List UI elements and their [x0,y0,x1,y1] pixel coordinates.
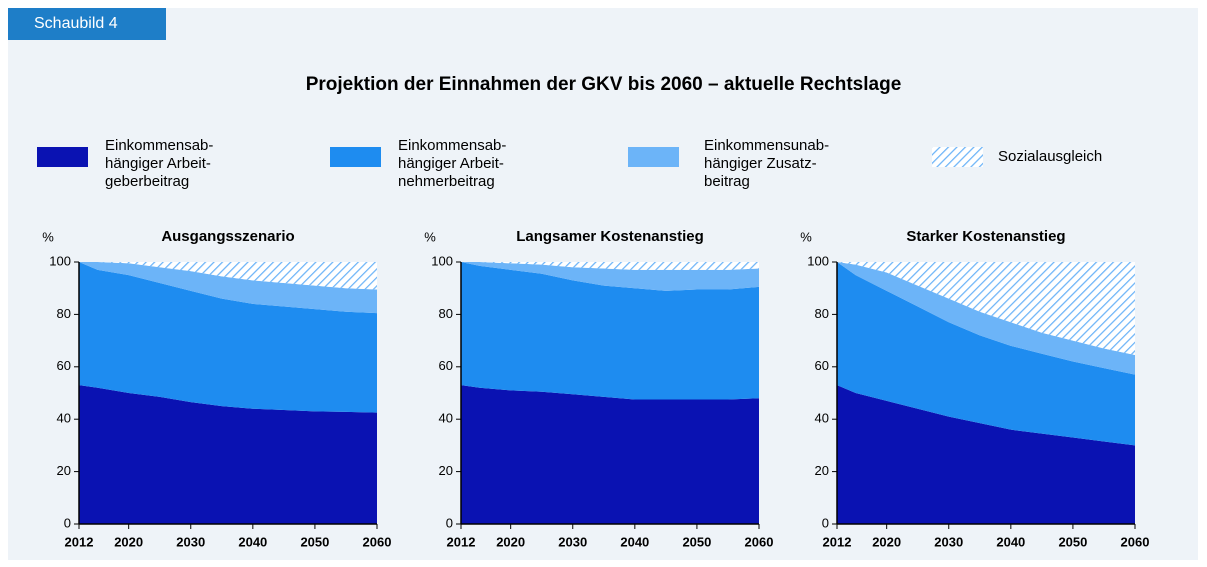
y-axis-label: % [42,229,54,244]
y-tick-label: 80 [815,306,829,321]
y-axis-label: % [800,229,812,244]
y-tick-label: 60 [439,358,453,373]
y-tick-label: 40 [815,411,829,426]
x-tick-label: 2040 [620,534,649,549]
y-tick-label: 100 [49,253,71,268]
x-tick-label: 2050 [300,534,329,549]
x-tick-label: 2020 [496,534,525,549]
area [461,385,759,524]
area [461,262,759,270]
x-tick-label: 2050 [1058,534,1087,549]
y-tick-label: 60 [57,358,71,373]
y-tick-label: 0 [446,515,453,530]
x-tick-label: 2040 [996,534,1025,549]
legend-label: Sozialausgleich [998,148,1103,165]
x-tick-label: 2040 [238,534,267,549]
area [461,262,759,400]
panel-title: Langsamer Kostenanstieg [516,228,704,245]
y-tick-label: 80 [57,306,71,321]
y-tick-label: 60 [815,358,829,373]
legend-swatch [37,147,88,167]
x-tick-label: 2020 [872,534,901,549]
y-tick-label: 100 [807,253,829,268]
y-tick-label: 0 [64,515,71,530]
x-tick-label: 2012 [823,534,852,549]
panel-title: Starker Kostenanstieg [906,228,1065,245]
legend-swatch [628,147,679,167]
area [79,262,377,413]
y-tick-label: 40 [57,411,71,426]
area [837,262,1135,356]
y-tick-label: 0 [822,515,829,530]
x-tick-label: 2030 [934,534,963,549]
y-tick-label: 100 [431,253,453,268]
area [79,385,377,524]
area [79,262,377,290]
x-tick-label: 2012 [447,534,476,549]
area [79,262,377,314]
x-tick-label: 2030 [176,534,205,549]
x-tick-label: 2060 [745,534,774,549]
area [837,385,1135,524]
legend-label: Einkommensab- hängiger Arbeit- nehmerbei… [398,137,507,190]
x-tick-label: 2060 [363,534,392,549]
area [837,262,1135,446]
y-tick-label: 80 [439,306,453,321]
legend-swatch [330,147,381,167]
chart-title: Projektion der Einnahmen der GKV bis 206… [305,74,902,95]
x-tick-label: 2060 [1121,534,1150,549]
figure-label: Schaubild 4 [8,8,166,40]
x-tick-label: 2030 [558,534,587,549]
area [461,262,759,291]
y-tick-label: 20 [439,463,453,478]
panel-title: Ausgangsszenario [161,228,294,245]
legend-swatch [932,147,983,167]
legend-label: Einkommensunab- hängiger Zusatz- beitrag [704,137,830,190]
area [837,262,1135,375]
y-tick-label: 20 [57,463,71,478]
x-tick-label: 2020 [114,534,143,549]
y-axis-label: % [424,229,436,244]
y-tick-label: 40 [439,411,453,426]
x-tick-label: 2050 [682,534,711,549]
legend-label: Einkommensab- hängiger Arbeit- geberbeit… [105,137,214,190]
x-tick-label: 2012 [65,534,94,549]
y-tick-label: 20 [815,463,829,478]
